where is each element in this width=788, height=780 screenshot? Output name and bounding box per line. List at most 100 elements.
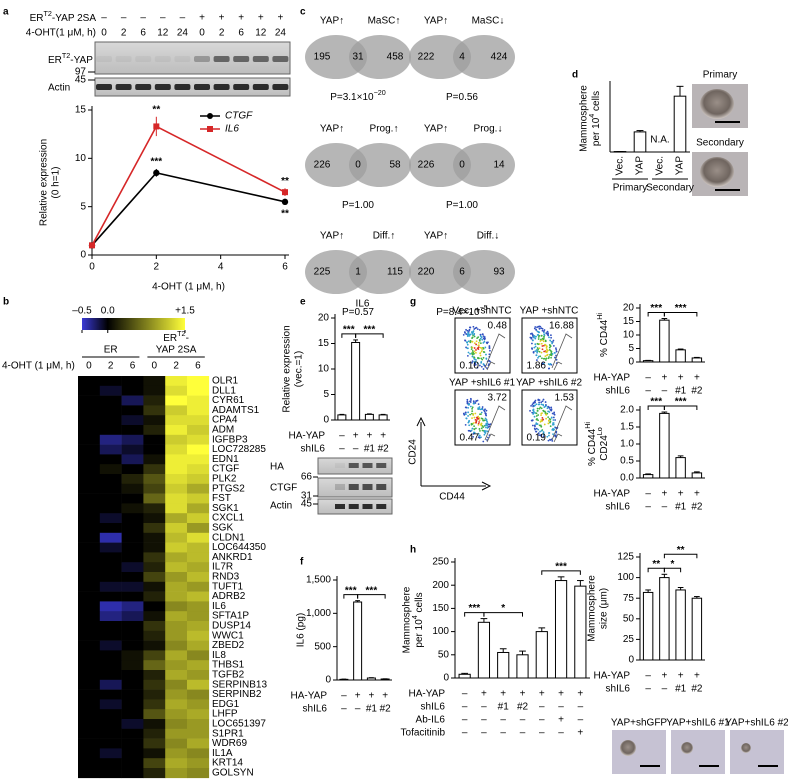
heatmap-cell — [99, 630, 122, 641]
event — [463, 413, 465, 415]
event — [467, 332, 469, 334]
legend-label: CTGF — [225, 111, 253, 122]
y-tick-label: 0 — [628, 357, 634, 368]
event — [534, 345, 537, 348]
bar — [458, 673, 471, 679]
event — [541, 348, 544, 351]
event — [546, 330, 549, 333]
heatmap-cell — [143, 768, 166, 779]
heatmap-cell — [99, 689, 122, 700]
heatmap-cell — [187, 513, 210, 524]
heatmap-cell — [187, 503, 210, 514]
heatmap-cell — [99, 395, 122, 406]
event — [467, 403, 470, 406]
heatmap-cell — [165, 474, 188, 485]
event — [540, 419, 543, 421]
event — [547, 416, 550, 419]
condition: – — [645, 684, 651, 695]
text-part: cells — [414, 592, 425, 615]
heatmap-cell — [165, 768, 188, 779]
heatmap-cell — [99, 719, 122, 730]
heatmap-cell — [121, 709, 144, 720]
band — [115, 84, 132, 90]
event — [549, 363, 552, 365]
bar — [642, 474, 654, 479]
venn-set — [305, 250, 367, 294]
venn-count: 424 — [491, 52, 508, 63]
event — [530, 337, 533, 340]
chart-title: IL6 — [356, 299, 370, 310]
event — [480, 413, 482, 416]
band — [252, 56, 269, 62]
venn-set — [453, 35, 515, 79]
heatmap-cell — [165, 670, 188, 681]
blot-panel — [94, 77, 291, 97]
y-tick-label: 10 — [318, 364, 330, 375]
venn-p: P=0.56 — [446, 92, 478, 103]
event — [555, 350, 558, 353]
event — [477, 341, 480, 344]
heatmap-cell — [78, 719, 101, 730]
event — [547, 405, 550, 408]
bracket — [483, 612, 523, 617]
gate-value: 3.72 — [488, 393, 508, 404]
event — [479, 333, 482, 336]
heatmap-cell — [143, 434, 166, 445]
heatmap-cell — [165, 611, 188, 622]
gene-label: ADRB2 — [212, 591, 246, 602]
heatmap-cell — [165, 709, 188, 720]
column-label: 2 — [173, 361, 179, 372]
event — [472, 433, 475, 435]
bar — [353, 601, 363, 681]
event — [545, 332, 548, 334]
event — [467, 406, 470, 409]
event — [529, 336, 532, 339]
y-tick-label: 2.0 — [620, 405, 634, 416]
heatmap-cell — [78, 621, 101, 632]
condition: 12 — [157, 28, 169, 39]
event — [469, 326, 472, 329]
marker: 31 — [301, 491, 313, 502]
heatmap-cell — [78, 483, 101, 494]
event — [543, 406, 546, 408]
band — [335, 504, 345, 509]
y-tick-label: 15 — [75, 105, 87, 116]
heatmap-cell — [78, 630, 101, 641]
heatmap-cell — [187, 523, 210, 534]
condition: + — [678, 489, 684, 500]
event — [479, 352, 481, 355]
heatmap-cell — [78, 532, 101, 543]
event — [480, 347, 483, 349]
event — [471, 353, 474, 356]
condition: – — [645, 502, 651, 513]
text-part: 4 — [587, 114, 596, 118]
venn-count: 14 — [493, 160, 505, 171]
heatmap-cell — [99, 562, 122, 573]
text-part: -YAP 2SA — [52, 13, 96, 24]
venn-set — [453, 250, 515, 294]
event — [472, 330, 475, 332]
condition: 24 — [275, 28, 287, 39]
event — [534, 326, 537, 328]
event — [542, 344, 545, 347]
event — [466, 354, 469, 357]
event — [547, 439, 550, 442]
significance: *** — [675, 397, 687, 408]
marker: 45 — [301, 499, 313, 510]
event — [478, 434, 481, 437]
heatmap-cell — [78, 376, 101, 387]
heatmap-cell — [121, 738, 144, 749]
plot-frame — [454, 317, 511, 374]
heatmap-cell — [99, 640, 122, 651]
significance: *** — [364, 325, 376, 336]
event — [536, 418, 538, 420]
event — [465, 328, 467, 331]
venn-label: MaSC↓ — [472, 16, 505, 27]
event — [551, 423, 554, 426]
panel-label: c — [300, 7, 306, 18]
condition: + — [219, 13, 225, 24]
heatmap-cell — [78, 689, 101, 700]
heatmap-cell — [187, 415, 210, 426]
event — [471, 332, 474, 335]
text-part: P=1.00 — [446, 200, 478, 211]
